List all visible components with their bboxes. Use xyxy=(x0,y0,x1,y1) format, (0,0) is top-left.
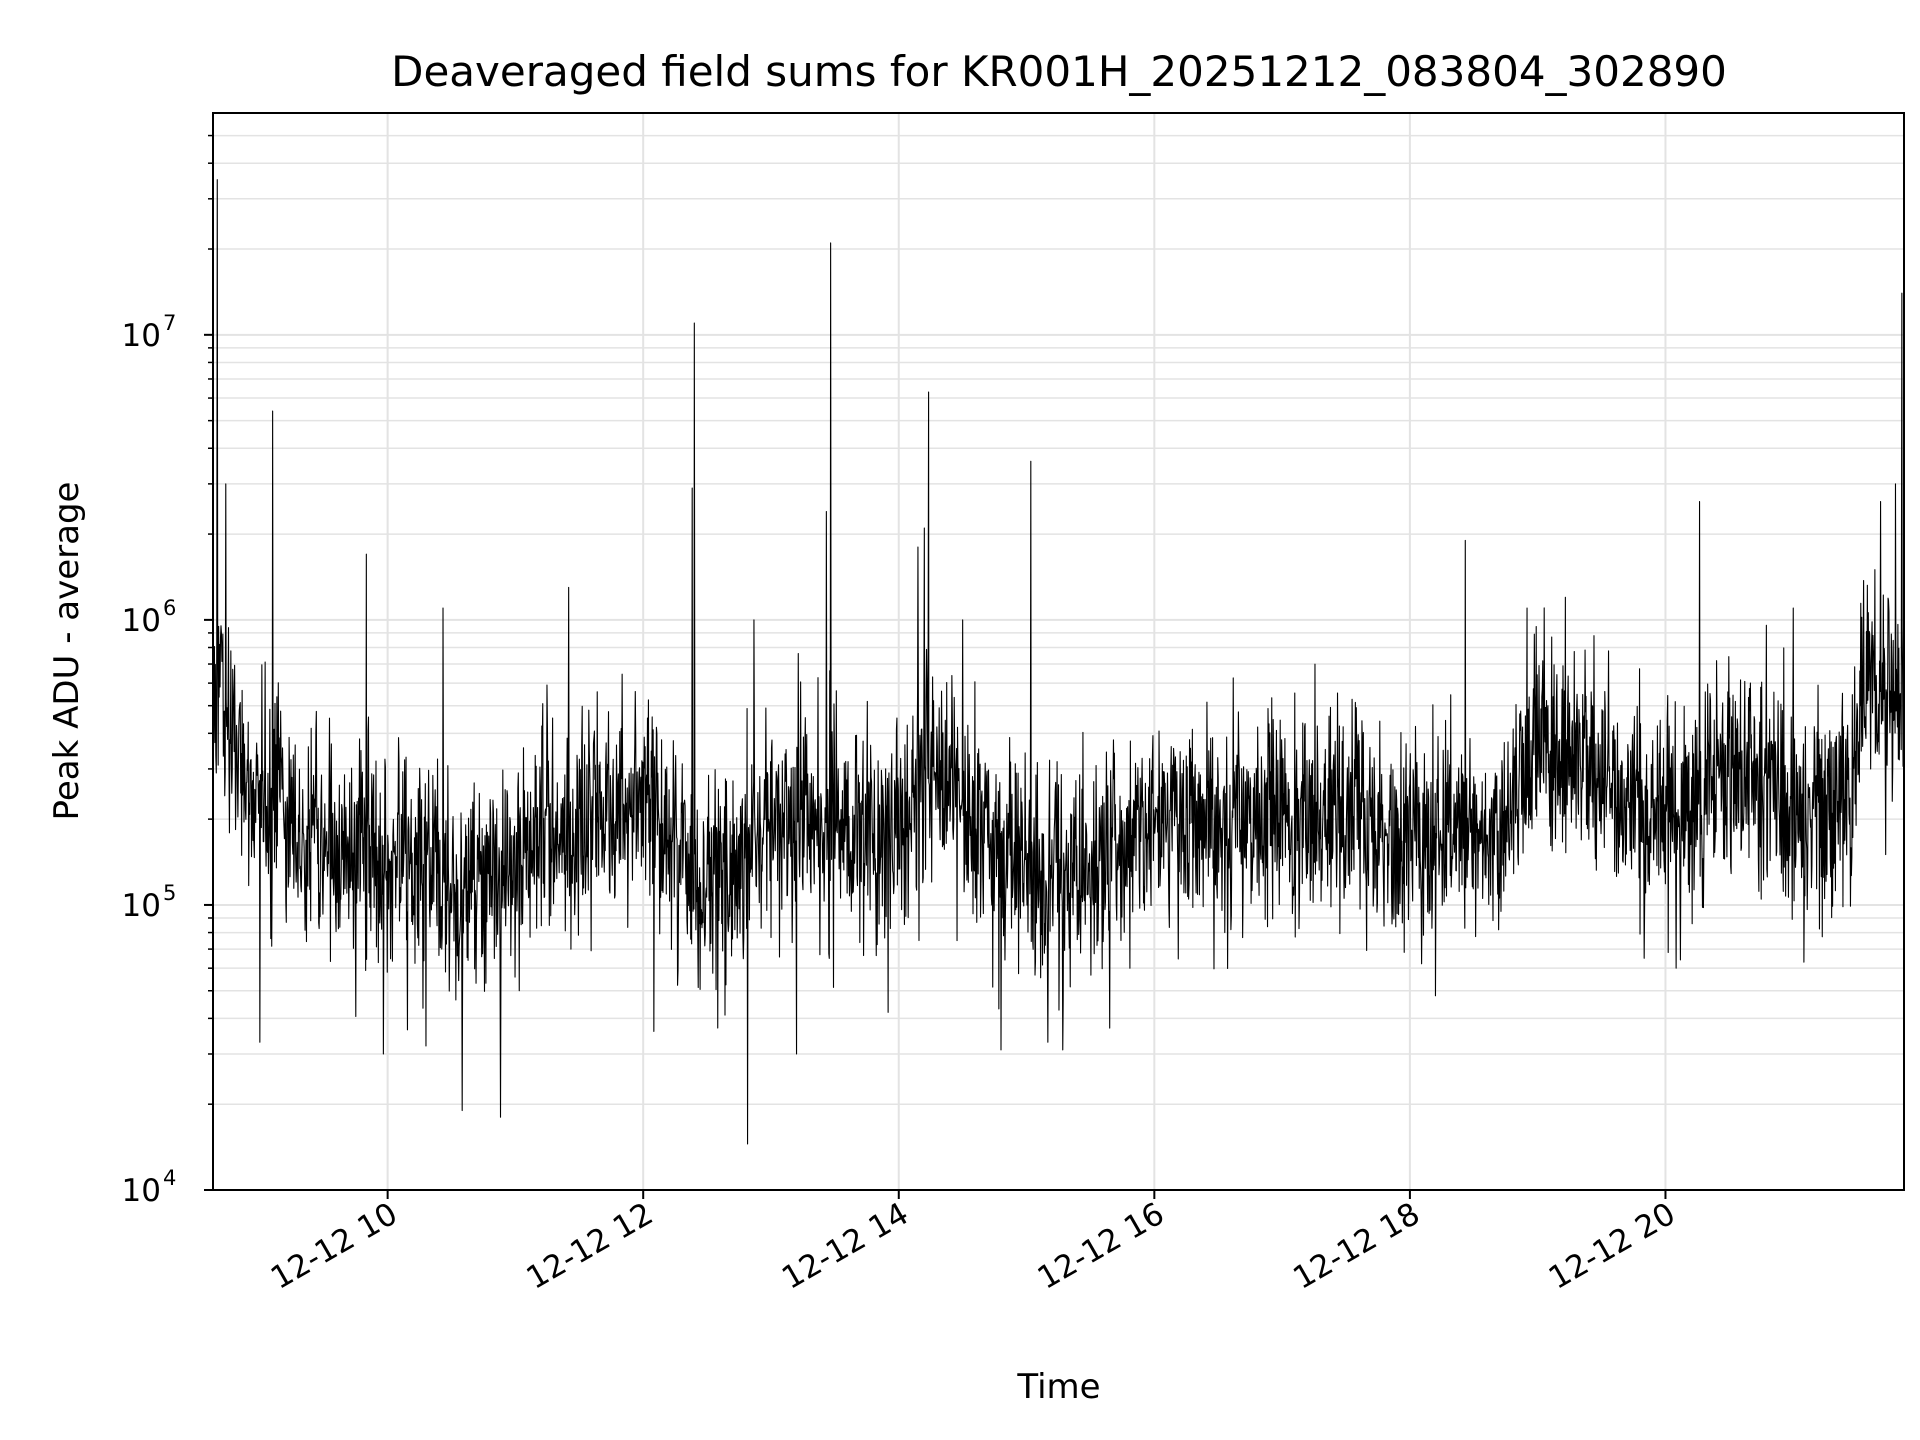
y-tick-exponent: 4 xyxy=(163,1166,176,1190)
y-tick-exponent: 6 xyxy=(163,596,176,620)
y-tick-exponent: 7 xyxy=(163,311,176,335)
plot-frame xyxy=(212,112,1905,1191)
grid xyxy=(213,113,1904,1190)
series-line xyxy=(212,179,1905,1145)
x-axis-label: Time xyxy=(1016,1367,1100,1407)
y-tick-label: 10 xyxy=(122,318,161,354)
plot-area xyxy=(213,113,1904,1190)
y-axis-label: Peak ADU - average xyxy=(47,482,87,821)
chart-title: Deaveraged field sums for KR001H_2025121… xyxy=(391,47,1727,96)
y-tick-exponent: 5 xyxy=(163,881,176,905)
series-line-path xyxy=(212,179,1905,1145)
y-tick-label: 10 xyxy=(122,888,161,924)
y-tick-label: 10 xyxy=(122,603,161,639)
y-tick-label: 10 xyxy=(122,1173,161,1209)
